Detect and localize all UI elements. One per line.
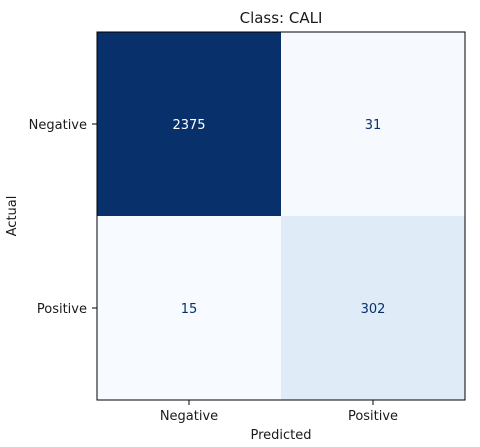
cell-value-label-r0-c0: 2375 (172, 118, 205, 133)
plot-frame (96, 31, 466, 401)
heatmap-cell-r1-c1 (281, 216, 465, 400)
y-axis-ticks: Negative Positive (29, 118, 97, 317)
cell-value-label-r0-c1: 31 (365, 118, 382, 133)
x-axis-ticks: Negative Positive (160, 400, 398, 424)
heatmap-cell-r0-c0 (97, 32, 281, 216)
y-axis-label: Actual (5, 196, 20, 237)
x-axis-label: Predicted (250, 428, 311, 443)
heatmap-cells (97, 32, 465, 400)
cell-value-label-r1-c1: 302 (361, 302, 386, 317)
chart-title: Class: CALI (240, 9, 323, 27)
y-tick-label-1: Positive (37, 302, 87, 317)
y-tick-label-0: Negative (29, 118, 87, 133)
x-tick-label-1: Positive (348, 409, 398, 424)
cell-value-label-r1-c0: 15 (181, 302, 198, 317)
heatmap-cell-r0-c1 (281, 32, 465, 216)
x-tick-label-0: Negative (160, 409, 218, 424)
heatmap-cell-labels: 2375 31 15 302 (172, 118, 385, 317)
heatmap-cell-r1-c0 (97, 216, 281, 400)
